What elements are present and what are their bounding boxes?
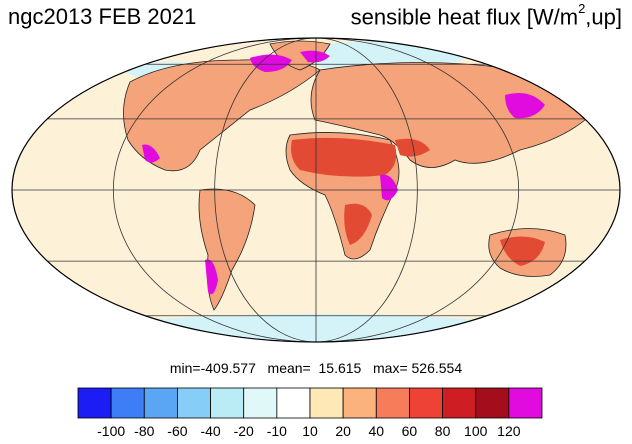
australia-hot-region [500, 236, 545, 266]
right-title: sensible heat flux [W/m2,up] [350, 1, 622, 30]
color-bar-box [508, 387, 543, 419]
map-field [12, 38, 620, 342]
color-bar-box [475, 387, 510, 419]
sahara-hot-region [291, 137, 397, 177]
labrador-hotspot [250, 54, 292, 72]
southern-africa-hot-region [344, 203, 372, 245]
color-bar-tick-label: 80 [435, 423, 451, 439]
color-bar-tick-label: 60 [402, 423, 418, 439]
color-bar-box [210, 387, 245, 419]
graticule [12, 38, 620, 342]
color-bar-tick-label: -80 [134, 423, 154, 439]
globe-outline [11, 37, 621, 343]
color-bar-box [276, 387, 311, 419]
color-bar-box [77, 387, 112, 419]
color-bar-tick-label: -60 [167, 423, 187, 439]
color-bar-box [243, 387, 278, 419]
hot-regions [291, 137, 545, 266]
color-bar-tick-label: 20 [335, 423, 351, 439]
color-bar-box [375, 387, 410, 419]
color-bar-box [177, 387, 211, 419]
left-title: ngc2013 FEB 2021 [8, 4, 197, 29]
color-bar-tick-label: 120 [497, 423, 521, 439]
color-bar-box [110, 387, 145, 419]
color-bar-box [143, 387, 178, 419]
greenland-hotspot [300, 50, 330, 63]
right-title-prefix: sensible heat flux [W/m [350, 4, 579, 30]
color-bar-tick-label: 100 [464, 423, 488, 439]
color-bar-box [309, 387, 344, 419]
right-title-superscript: 2 [578, 1, 586, 16]
east-africa-hotspot [380, 174, 398, 201]
color-bar-box [342, 387, 377, 419]
color-bar-tick-label: -100 [97, 423, 125, 439]
color-bar-tick-label: -40 [200, 423, 220, 439]
hotspot-regions [142, 50, 545, 295]
mexico-hotspot [142, 144, 160, 163]
color-bar-boxes [77, 387, 543, 419]
statistics-summary: min=-409.577 mean= 15.615 max= 526.554 [169, 360, 463, 376]
color-bar-tick-label: 10 [302, 423, 318, 439]
color-bar: -100 -80 -60 -40 -20 -10 10 20 40 60 80 100 120 [77, 387, 543, 439]
east-asia-hotspot [505, 92, 545, 119]
color-bar-labels: -100 -80 -60 -40 -20 -10 10 20 40 60 80 100 120 [97, 423, 521, 439]
north-america [123, 59, 321, 172]
arabia-hot-region [395, 138, 430, 157]
color-bar-box [442, 387, 477, 419]
color-bar-box [409, 387, 443, 419]
right-title-suffix: ,up] [585, 4, 622, 30]
color-bar-tick-label: -10 [267, 423, 287, 439]
andes-hotspot [205, 259, 218, 295]
color-bar-tick-label: 40 [368, 423, 384, 439]
color-bar-tick-label: -20 [234, 423, 254, 439]
